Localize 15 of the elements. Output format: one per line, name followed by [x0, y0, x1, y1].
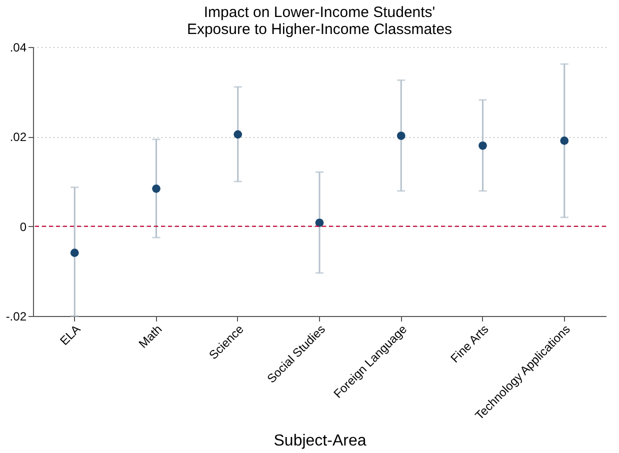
- point: [560, 136, 569, 145]
- point: [70, 248, 79, 257]
- point: [152, 184, 160, 193]
- point: [396, 132, 406, 140]
- y-tick-label: 0: [20, 220, 27, 234]
- point: [234, 130, 242, 139]
- x-axis-title: Subject-Area: [274, 432, 366, 450]
- x-tick-label: Fine Arts: [448, 322, 492, 366]
- point: [478, 141, 487, 150]
- x-tick-label: ELA: [57, 322, 84, 348]
- chart-title: Impact on Lower-Income Students' Exposure to Higher-Income Classmates: [186, 4, 452, 38]
- y-tick-label: .02: [10, 130, 27, 144]
- point: [315, 218, 324, 227]
- y-tick-label: -.02: [6, 310, 27, 324]
- y-tick-label: .04: [10, 40, 27, 54]
